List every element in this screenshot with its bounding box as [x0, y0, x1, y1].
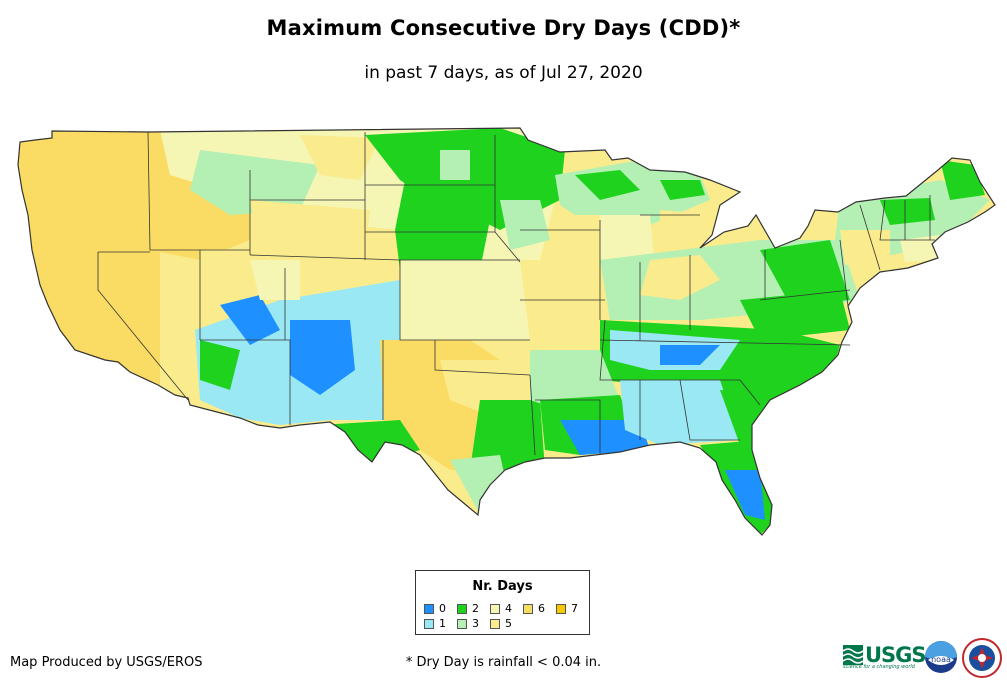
legend-label: 7	[571, 602, 578, 615]
legend-swatch	[556, 604, 566, 614]
usgs-logo: USGS science for a changing world	[843, 643, 927, 670]
legend-label: 0	[439, 602, 446, 615]
legend-swatch	[457, 604, 467, 614]
legend-swatch	[490, 604, 500, 614]
legend-label: 1	[439, 617, 446, 630]
credit-text: Map Produced by USGS/EROS	[10, 655, 203, 670]
noaa-wordmark: noaa	[931, 655, 951, 664]
legend-swatch	[424, 619, 434, 629]
usgs-wordmark: USGS	[865, 643, 927, 667]
legend-swatch	[457, 619, 467, 629]
legend-label: 3	[472, 617, 479, 630]
legend-label: 6	[538, 602, 545, 615]
nws-logo	[962, 638, 1002, 678]
noaa-logo: noaa	[925, 641, 957, 673]
legend-swatch	[424, 604, 434, 614]
legend-label: 5	[505, 617, 512, 630]
usgs-wave-icon	[843, 645, 863, 665]
map-title: Maximum Consecutive Dry Days (CDD)*	[266, 16, 741, 40]
footnote-text: * Dry Day is rainfall < 0.04 in.	[405, 655, 602, 670]
legend: Nr. Days 0 1 2 3 4 5 6 7	[415, 570, 590, 635]
legend-label: 2	[472, 602, 479, 615]
usgs-tagline: science for a changing world	[843, 664, 915, 670]
legend-label: 4	[505, 602, 512, 615]
legend-title: Nr. Days	[472, 579, 533, 594]
legend-swatch	[523, 604, 533, 614]
legend-swatch	[490, 619, 500, 629]
map-subtitle: in past 7 days, as of Jul 27, 2020	[364, 63, 643, 83]
